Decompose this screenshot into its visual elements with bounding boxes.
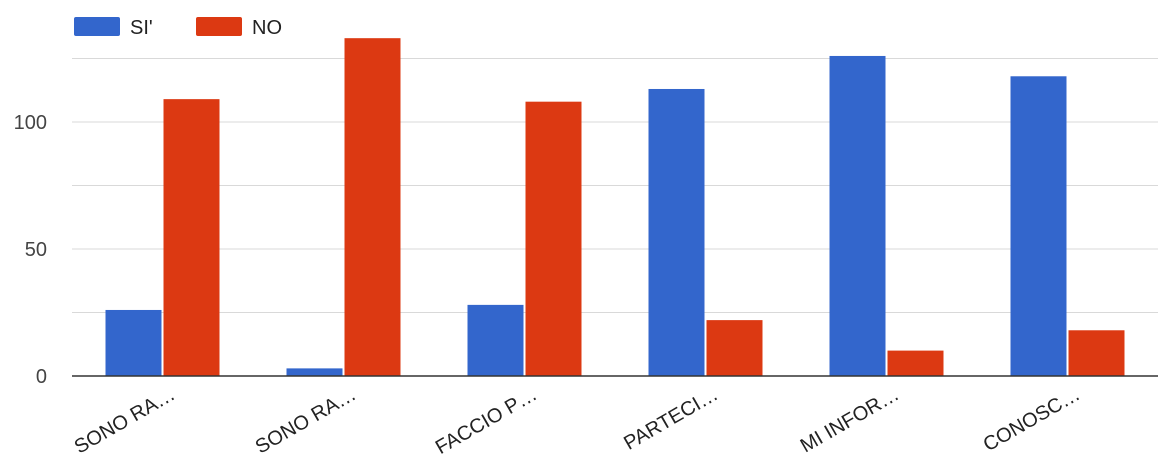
bar-no-3[interactable] (525, 101, 582, 377)
legend[interactable]: SI' NO (74, 17, 282, 39)
bar-si-5[interactable] (829, 55, 886, 377)
bar-si-1[interactable] (105, 309, 162, 376)
legend-item-no[interactable]: NO (196, 17, 282, 39)
category-label: FACCIO P… (432, 383, 541, 459)
bar-no-4[interactable] (706, 320, 763, 376)
x-axis-category-labels: SONO RA… SONO RA… FACCIO P… PARTECI… MI INFO… (71, 383, 1084, 459)
bar-si-6[interactable] (1010, 76, 1067, 376)
category-label: MI INFOR… (797, 383, 903, 457)
category-label: CONOSC… (980, 383, 1084, 456)
y-tick-label: 50 (25, 239, 47, 261)
bar-no-6[interactable] (1068, 330, 1125, 376)
y-tick-label: 0 (36, 366, 47, 388)
y-axis-tick-labels: 0 50 100 (14, 112, 47, 388)
legend-label: NO (252, 17, 282, 39)
gridlines (72, 58, 1158, 313)
bars (105, 38, 1125, 377)
legend-item-si[interactable]: SI' (74, 17, 153, 39)
category-label: SONO RA… (252, 383, 360, 458)
bar-no-2[interactable] (344, 38, 401, 377)
bar-si-3[interactable] (467, 304, 524, 376)
legend-swatch (196, 17, 242, 36)
legend-swatch (74, 17, 120, 36)
bar-no-1[interactable] (163, 99, 220, 376)
bar-si-4[interactable] (648, 88, 705, 376)
y-tick-label: 100 (14, 112, 47, 134)
legend-label: SI' (130, 17, 153, 39)
category-label: PARTECI… (620, 383, 722, 454)
bar-no-5[interactable] (887, 350, 944, 376)
bar-si-2[interactable] (286, 368, 343, 376)
category-label: SONO RA… (71, 383, 179, 458)
